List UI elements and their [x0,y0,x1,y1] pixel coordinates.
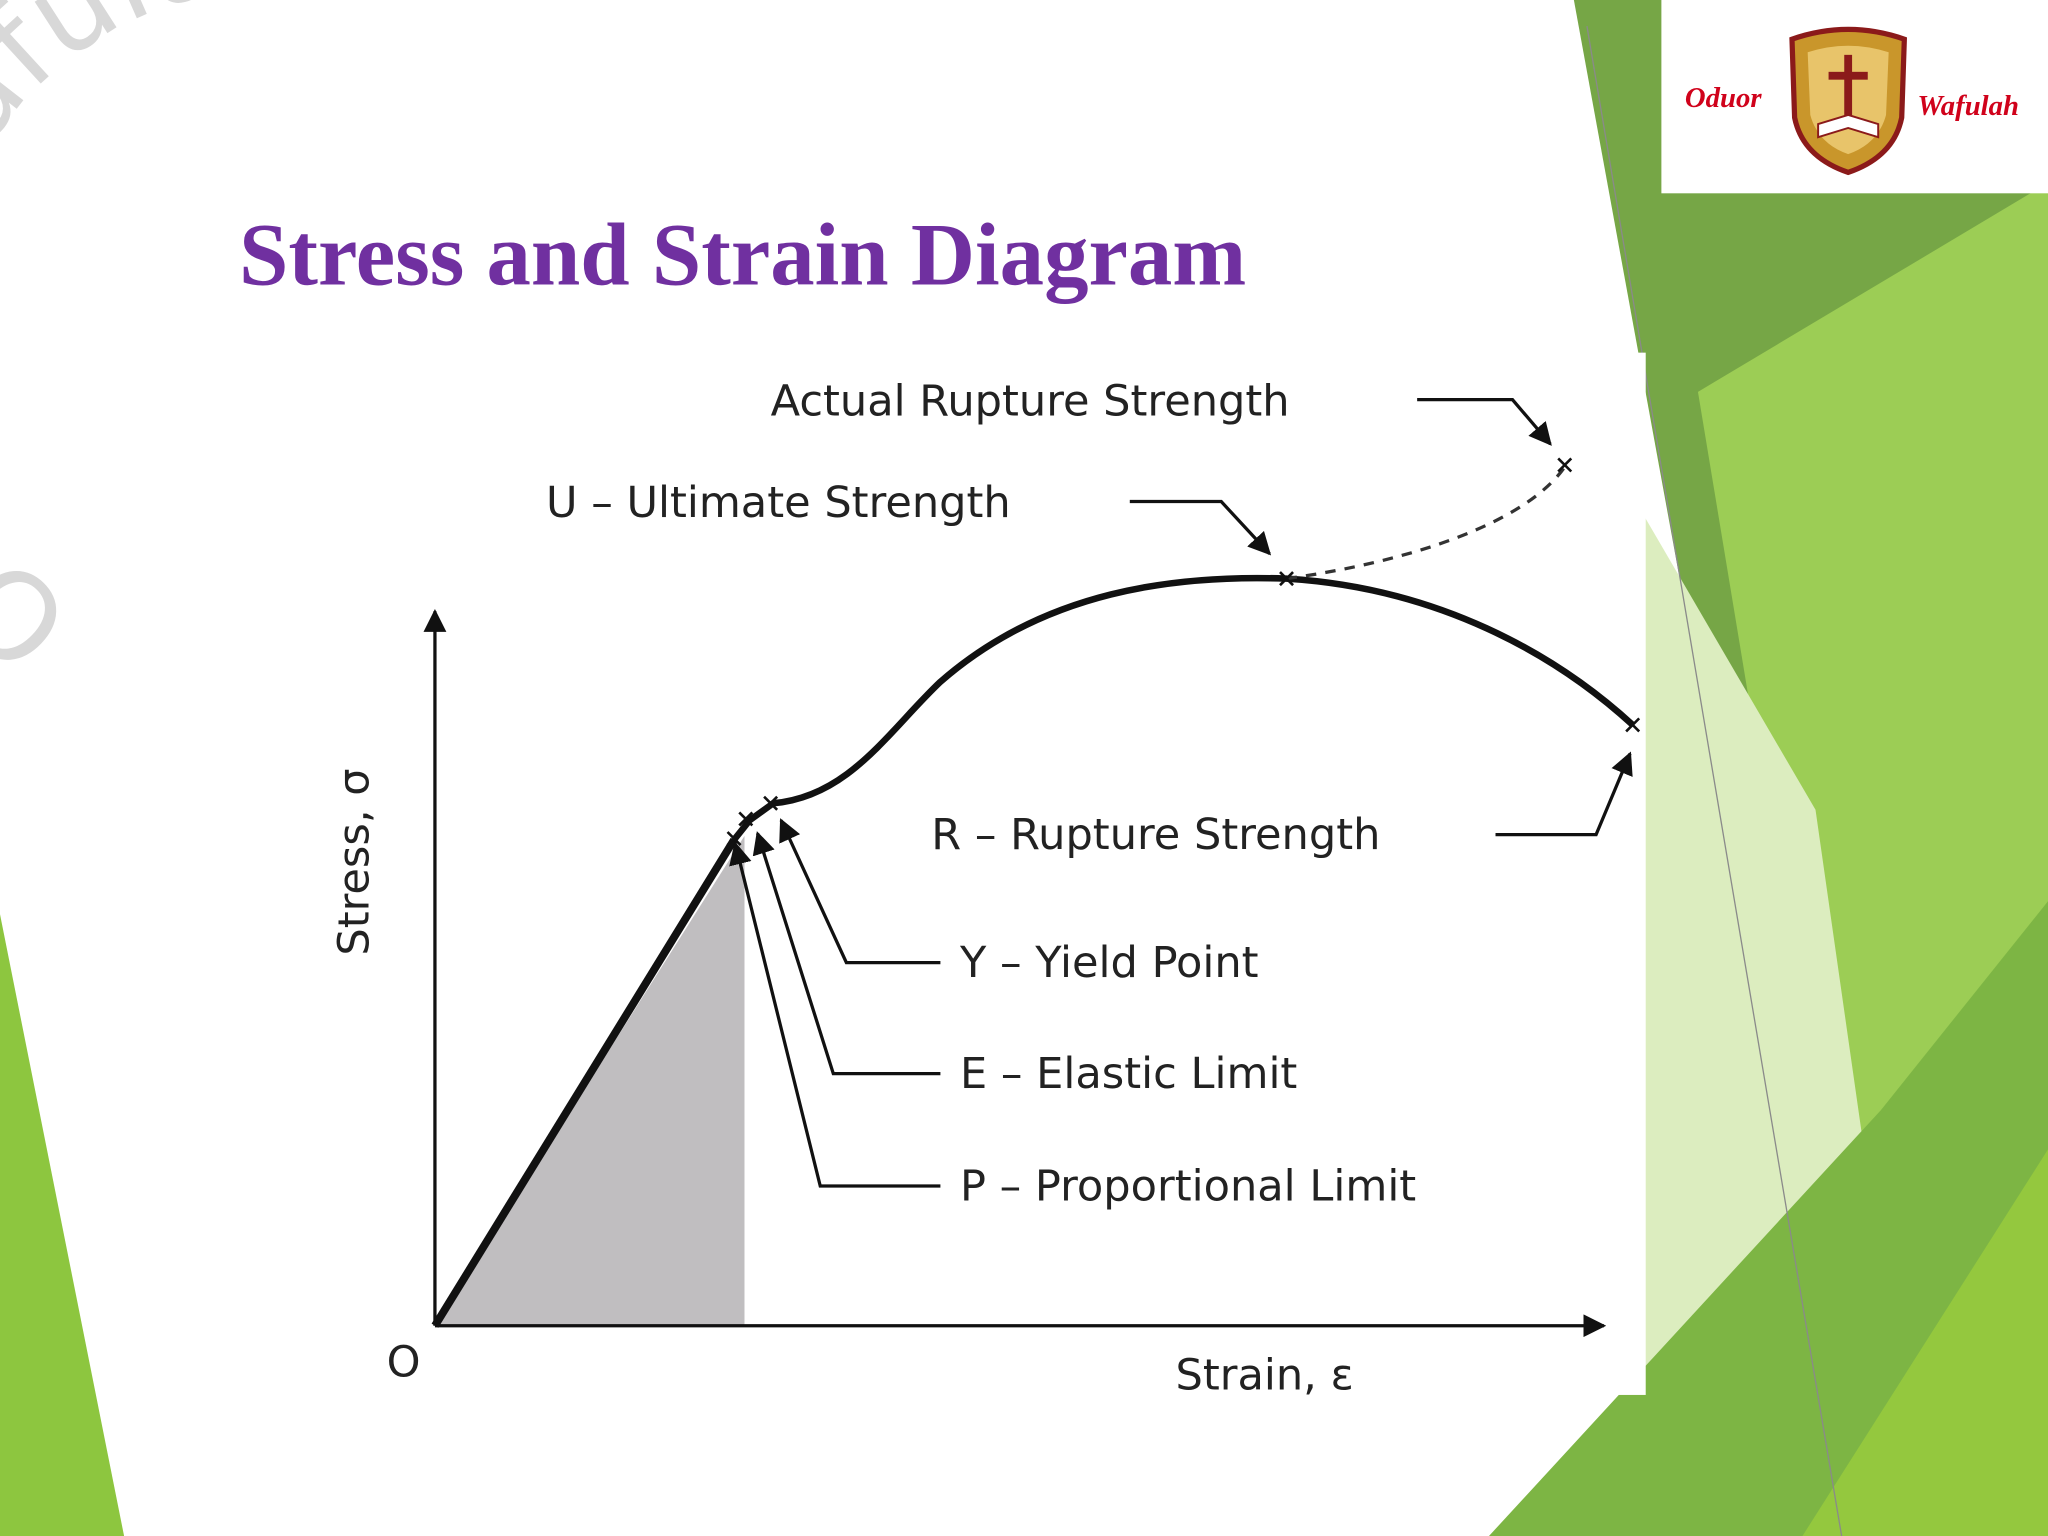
x-axis-label: Strain, ε [1176,1351,1354,1401]
deco-line [1586,26,1843,1536]
label-ultimate: U – Ultimate Strength [546,478,1011,528]
stress-curve [731,574,1635,842]
diagram-panel [189,352,1646,1395]
elastic-line [431,837,738,1328]
logo-emblem [1789,26,1908,176]
point-marks [726,457,1641,846]
actual-curve [1286,464,1568,581]
logo-right: Wafulah [1917,90,2019,122]
y-axis-label: Stress, σ [329,768,379,955]
slide-title: Stress and Strain Diagram [239,207,1246,305]
label-elastic: E – Elastic Limit [960,1049,1297,1099]
label-proportional: P – Proportional Limit [960,1161,1416,1211]
deco-shape [1802,1149,2048,1536]
deco-shape [1632,496,1868,1392]
leader-lines [729,398,1633,1188]
origin-label: O [387,1338,421,1388]
label-actual-rupture: Actual Rupture Strength [771,376,1290,426]
logo-left: Oduor [1685,82,1762,114]
label-yield: Y – Yield Point [959,938,1259,988]
label-rupture: R – Rupture Strength [931,810,1380,860]
